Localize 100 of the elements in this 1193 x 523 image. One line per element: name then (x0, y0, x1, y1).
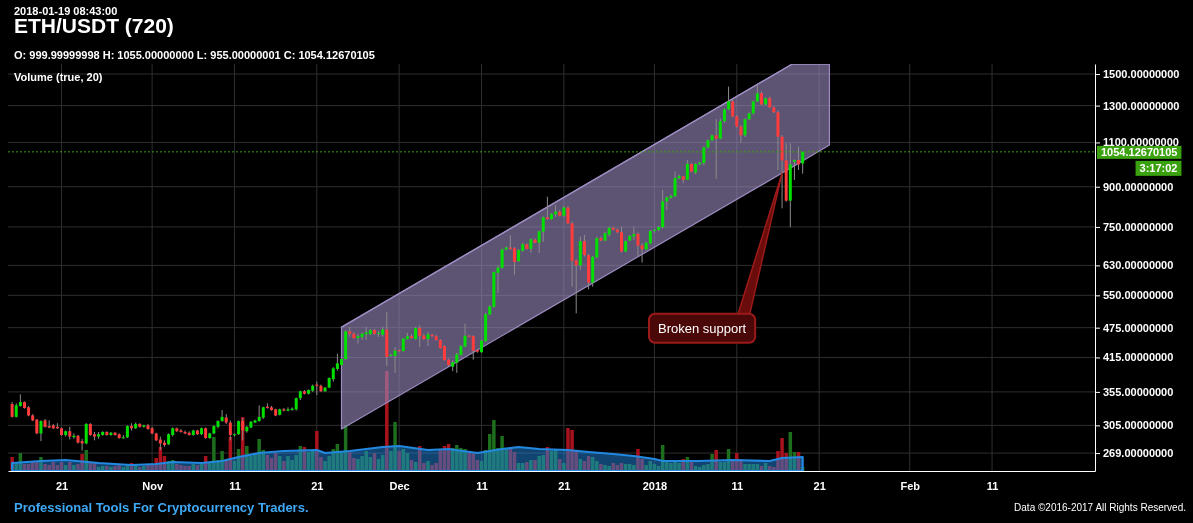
bar (780, 438, 784, 471)
y-tick-label: 630.00000000 (1103, 259, 1174, 272)
bar (426, 461, 430, 471)
candlestick (636, 231, 640, 257)
x-tick-label: 11 (229, 479, 241, 492)
bar (393, 422, 397, 471)
candlestick (566, 205, 570, 225)
y-tick-label: 269.00000000 (1103, 447, 1174, 460)
bar (599, 464, 603, 471)
bar (315, 431, 319, 471)
candlestick (471, 334, 475, 361)
x-tick-label: 11 (731, 479, 744, 492)
candlestick (352, 331, 356, 340)
candlestick (422, 333, 426, 341)
bar (146, 464, 150, 471)
candlestick (84, 422, 88, 445)
y-tick-label: 1500.00000000 (1103, 68, 1180, 81)
bar (245, 446, 249, 471)
bar (714, 450, 718, 471)
candlestick (512, 246, 516, 276)
bar (183, 466, 187, 471)
candlestick (780, 134, 784, 209)
bar (595, 461, 599, 471)
x-tick-label: 21 (311, 479, 324, 492)
x-tick-label: Nov (142, 479, 164, 492)
bar (43, 464, 47, 471)
bar (117, 465, 121, 471)
bar (500, 436, 504, 471)
bar (677, 463, 681, 471)
bar (187, 466, 191, 471)
bar (212, 437, 216, 471)
bar (529, 460, 533, 471)
bar (138, 467, 142, 471)
bar (533, 460, 537, 471)
candlestick (356, 333, 360, 345)
bar (537, 456, 541, 471)
bar (35, 462, 39, 471)
bar (735, 453, 739, 471)
bar (570, 430, 574, 471)
chart-title: ETH/USDT (720) (14, 14, 174, 37)
y-tick-label: 415.00000000 (1103, 351, 1174, 364)
bar (113, 466, 117, 471)
bar (39, 457, 43, 471)
candlestick (545, 196, 549, 221)
text: Professional Tools For Cryptocurrency Traders. (14, 500, 309, 515)
bar (80, 454, 84, 471)
candlestick (541, 215, 545, 243)
y-tick-label: 750.00000000 (1103, 220, 1174, 233)
candlestick (727, 86, 731, 111)
bar (105, 466, 109, 471)
bar (467, 451, 471, 471)
candlestick (595, 236, 599, 259)
bar (632, 465, 636, 471)
bar (636, 449, 640, 471)
x-tick-label: 11 (476, 479, 488, 492)
ref-line-label: 1054.12670105 (1101, 146, 1178, 159)
bar (607, 466, 611, 471)
candlestick (673, 171, 677, 198)
bar (702, 465, 706, 471)
candlestick (220, 409, 224, 423)
candlestick (714, 118, 718, 180)
bar (175, 464, 179, 471)
candlestick (286, 406, 290, 412)
bar (282, 461, 286, 471)
bar (492, 420, 496, 471)
x-tick-label: 21 (813, 479, 826, 492)
bar (356, 459, 360, 471)
candlestick (582, 234, 586, 257)
bar (278, 456, 282, 471)
candlestick (797, 146, 801, 171)
candlestick (418, 324, 422, 348)
y-tick-label: 355.00000000 (1103, 385, 1174, 398)
bar (84, 450, 88, 471)
y-tick-label: 305.00000000 (1103, 419, 1174, 432)
candlestick (179, 428, 183, 434)
bar (286, 456, 290, 471)
annotation: Broken support (657, 320, 747, 336)
bar (710, 454, 714, 471)
bar (385, 371, 389, 471)
bar (562, 463, 566, 471)
y-tick-label: 1300.00000000 (1103, 99, 1180, 112)
candlestick (360, 331, 364, 341)
x-tick-label: Feb (900, 479, 921, 492)
bar (72, 465, 76, 471)
bar (47, 465, 51, 471)
candlestick (739, 124, 743, 144)
y-tick-label: 900.00000000 (1103, 180, 1174, 193)
candlestick (620, 226, 623, 253)
text: 2018-01-19 08:43:00 (14, 5, 118, 17)
candlestick (39, 419, 43, 442)
candlestick (640, 242, 644, 264)
x-tick-label: Dec (389, 479, 410, 492)
bar (109, 467, 113, 471)
bar (364, 451, 368, 471)
bar (179, 465, 183, 471)
candlestick (669, 193, 673, 200)
text: 3:17:02 (1139, 162, 1178, 175)
bar (397, 451, 401, 471)
bar (525, 462, 529, 471)
bar (257, 439, 261, 471)
